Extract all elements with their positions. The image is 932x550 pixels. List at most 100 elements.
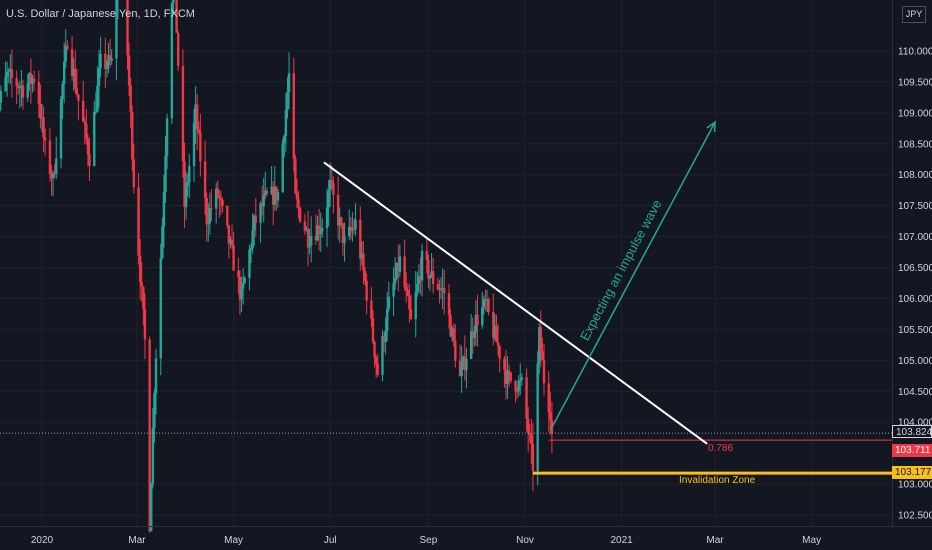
candle [126,0,129,70]
candle [137,173,140,265]
candle [77,94,80,121]
candle [403,239,406,292]
candle [50,165,53,196]
candle [395,262,398,281]
candle [165,113,169,169]
candle [272,180,275,226]
candle [359,206,362,271]
candle [275,186,278,211]
candle [387,281,391,312]
candle [194,86,197,144]
candle [428,275,432,291]
candle [283,133,286,157]
candle [343,222,346,262]
candle [154,348,158,415]
candle [363,267,367,286]
price-tick-label: 103.000 [898,480,932,491]
candle [314,214,318,245]
candle [20,69,23,107]
currency-badge[interactable]: JPY [902,6,926,23]
candle [221,197,224,213]
candle [104,37,107,88]
fib-level-price-tag: 103.711 [892,444,932,457]
price-tick-label: 109.000 [898,108,932,119]
candle [319,212,322,252]
candle [539,310,543,368]
candle [438,279,441,304]
candle [327,179,330,227]
candle [538,323,541,374]
time-tick-label: 2020 [31,535,54,546]
candle [53,163,56,178]
candle [264,172,267,200]
candle [273,166,276,211]
candle [28,71,31,92]
candle [62,42,66,104]
candle [262,177,265,223]
candle [449,308,452,338]
candle [384,317,387,355]
time-tick-label: Nov [516,535,534,546]
candle [303,214,307,235]
candle [392,267,395,317]
candle [195,93,199,150]
candle [515,386,519,400]
candle [248,244,251,291]
invalidation-zone-label: Invalidation Zone [679,475,756,486]
candle [409,294,413,321]
candle [351,212,354,243]
candle [108,39,112,68]
candle [51,170,55,197]
candle [241,267,245,305]
candle [469,313,473,360]
candle [520,373,524,386]
candle [495,314,498,343]
candle [148,336,151,533]
candle [509,372,512,384]
candle [59,95,63,169]
candle [294,154,297,195]
candle [159,243,162,376]
candle [485,289,489,313]
candle [151,407,155,489]
candle [105,60,109,78]
candle [371,310,375,345]
candle [348,209,351,241]
candle [240,276,243,313]
impulse-arrow-head [706,120,716,133]
candle [249,243,253,264]
price-tick-label: 110.000 [898,47,932,58]
price-axis[interactable]: 110.000 109.500 109.000 108.500 108.000 107.5… [892,0,932,550]
candle [176,30,180,72]
candles [0,0,554,533]
candle [431,257,435,294]
candle [99,36,102,78]
candle [297,190,300,219]
candle [471,317,474,354]
candle [192,108,196,182]
candle [161,217,164,260]
candle [142,286,145,326]
time-axis[interactable]: 2020 Mar May Jul Sep Nov 2021 Mar May [0,526,932,547]
candle [542,343,546,396]
candle [531,422,535,492]
candle [397,244,400,292]
trendline[interactable] [323,161,708,445]
candle [32,70,36,92]
candle [482,295,486,315]
candle [10,49,14,98]
candle [48,127,52,182]
candle [199,113,202,177]
candle [218,189,221,218]
price-tick-label: 104.000 [898,418,932,429]
grid [0,0,892,526]
impulse-arrow[interactable] [549,121,716,431]
candle [484,289,487,311]
price-tick-label: 107.500 [898,201,932,212]
candle [340,216,343,229]
price-tick-label: 108.000 [898,170,932,181]
price-tick-label: 108.500 [898,139,932,150]
candle [43,128,47,156]
